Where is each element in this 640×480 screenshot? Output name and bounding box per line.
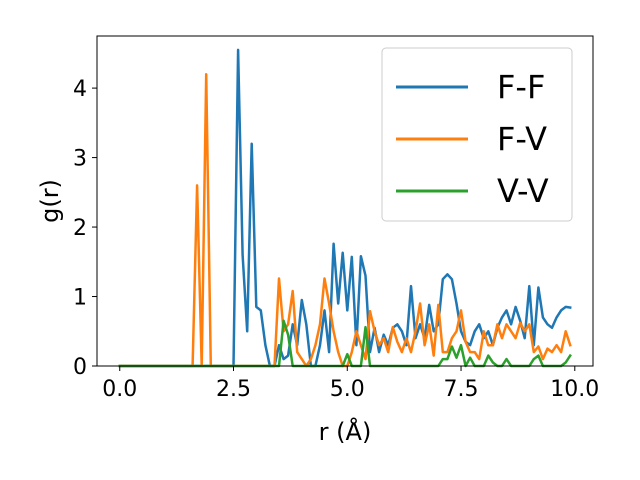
y-axis: 0 1 2 3 4: [73, 77, 97, 380]
legend-frame: [381, 47, 573, 222]
legend: F-F F-V V-V: [381, 47, 573, 222]
y-tick-label: 3: [73, 147, 87, 172]
y-axis-label: g(r): [36, 179, 64, 223]
x-tick-label: 2.5: [216, 377, 251, 402]
legend-label-f-v: F-V: [497, 120, 547, 158]
x-axis-label: r (Å): [319, 417, 372, 446]
x-tick-label: 0.0: [102, 377, 137, 402]
x-tick-label: 5.0: [330, 377, 365, 402]
y-tick-label: 0: [73, 355, 87, 380]
x-axis: 0.0 2.5 5.0 7.5 10.0: [102, 366, 599, 402]
y-tick-label: 4: [73, 77, 87, 102]
y-tick-label: 2: [73, 216, 87, 241]
legend-label-f-f: F-F: [497, 68, 545, 106]
x-tick-label: 7.5: [444, 377, 479, 402]
plot-frame: [96, 35, 594, 367]
legend-label-v-v: V-V: [497, 172, 549, 210]
x-tick-label: 10.0: [550, 377, 599, 402]
y-tick-label: 1: [73, 286, 87, 311]
